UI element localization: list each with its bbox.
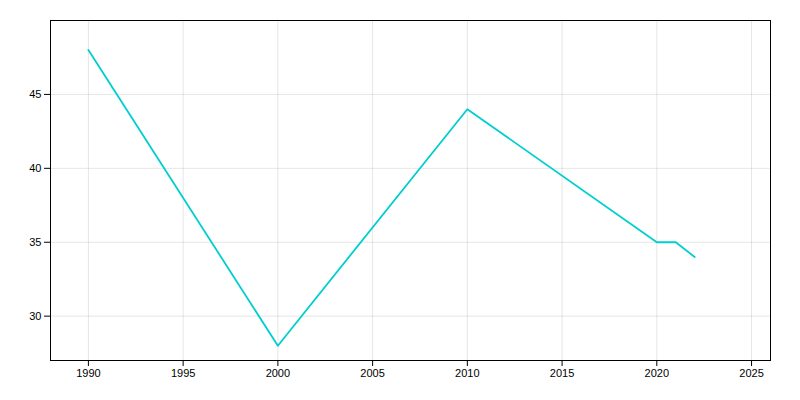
svg-text:2000: 2000	[266, 367, 290, 379]
svg-text:35: 35	[29, 236, 41, 248]
svg-text:2020: 2020	[645, 367, 669, 379]
svg-text:2015: 2015	[550, 367, 574, 379]
svg-text:30: 30	[29, 310, 41, 322]
svg-text:2010: 2010	[455, 367, 479, 379]
svg-text:2025: 2025	[739, 367, 763, 379]
svg-text:45: 45	[29, 88, 41, 100]
svg-text:2005: 2005	[360, 367, 384, 379]
svg-text:40: 40	[29, 162, 41, 174]
svg-text:1990: 1990	[76, 367, 100, 379]
svg-text:1995: 1995	[171, 367, 195, 379]
